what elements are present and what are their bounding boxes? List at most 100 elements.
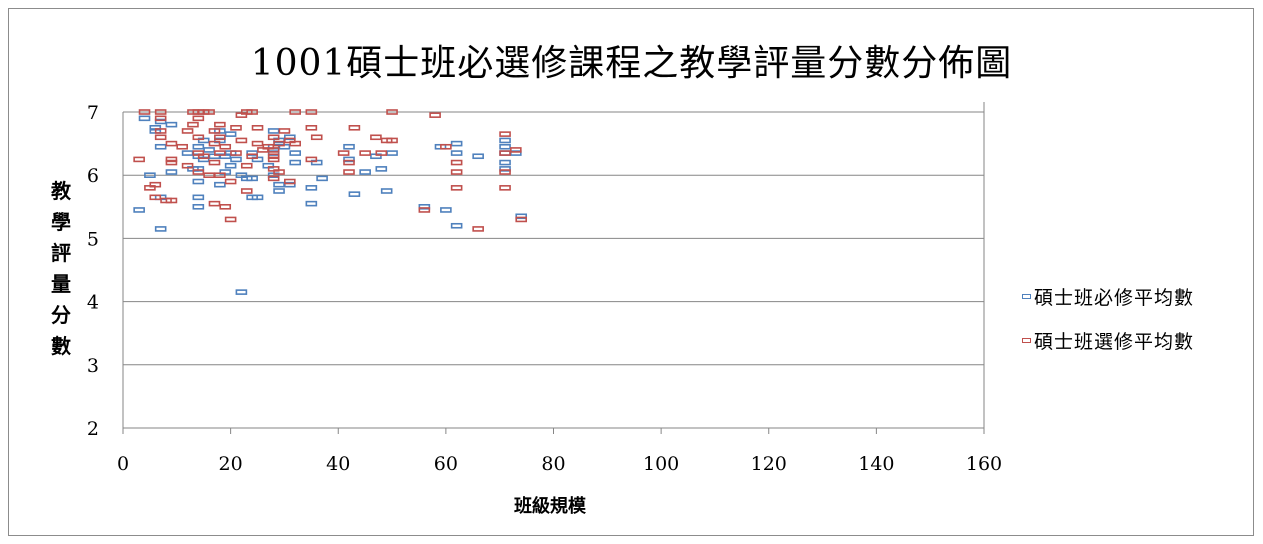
- series-1: [133, 109, 528, 232]
- data-point: [284, 181, 296, 188]
- data-point: [230, 156, 242, 163]
- data-point: [499, 143, 511, 150]
- data-point: [208, 128, 221, 134]
- data-point: [267, 153, 280, 160]
- data-point: [267, 147, 280, 153]
- data-point: [343, 143, 355, 150]
- data-point: [348, 191, 361, 197]
- x-tick-label: 20: [219, 453, 243, 475]
- data-point: [219, 143, 232, 150]
- data-point: [305, 125, 318, 131]
- data-point: [305, 200, 318, 207]
- data-point: [450, 140, 463, 147]
- chart-title: 1001碩士班必選修課程之教學評量分數分佈圖: [250, 43, 1013, 84]
- data-point: [165, 197, 178, 204]
- data-point: [343, 169, 355, 175]
- data-point: [224, 131, 237, 137]
- data-point: [181, 162, 194, 169]
- data-point: [305, 109, 318, 115]
- data-point: [348, 125, 361, 131]
- data-point: [499, 159, 511, 166]
- data-point: [144, 172, 156, 178]
- data-point: [429, 112, 441, 118]
- data-point: [214, 181, 226, 188]
- data-point: [289, 150, 302, 156]
- data-point: [472, 153, 484, 160]
- legend-swatch-elective: [1022, 337, 1031, 343]
- data-point: [165, 159, 178, 166]
- data-point: [224, 162, 237, 169]
- data-point: [267, 175, 280, 182]
- data-point: [154, 109, 167, 115]
- data-point: [499, 185, 511, 191]
- data-point: [375, 166, 388, 172]
- data-point: [203, 147, 215, 153]
- data-point: [165, 169, 178, 175]
- data-point: [192, 169, 205, 175]
- legend-item-required: 碩士班必修平均數: [1022, 284, 1194, 309]
- data-point: [472, 226, 484, 232]
- data-point: [246, 153, 258, 160]
- data-point: [267, 128, 280, 134]
- data-point: [499, 166, 511, 172]
- data-point: [386, 137, 398, 144]
- data-points: [133, 109, 528, 295]
- data-point: [273, 169, 285, 175]
- data-point: [267, 150, 280, 156]
- y-axis-label-char: 分: [51, 303, 71, 327]
- data-point: [305, 156, 318, 163]
- data-point: [203, 109, 215, 115]
- data-point: [246, 150, 258, 156]
- data-point: [246, 109, 258, 115]
- data-point: [133, 207, 145, 213]
- data-point: [343, 159, 355, 166]
- y-tick-label: 2: [87, 418, 99, 440]
- data-point: [380, 188, 393, 194]
- y-tick-label: 5: [87, 228, 99, 250]
- data-point: [273, 188, 285, 194]
- data-point: [197, 153, 210, 160]
- data-point: [499, 150, 511, 156]
- data-point: [154, 226, 167, 232]
- data-point: [224, 216, 237, 223]
- data-point: [284, 178, 296, 185]
- data-point: [450, 159, 463, 166]
- data-point: [235, 289, 248, 295]
- data-point: [154, 143, 167, 150]
- data-point: [359, 150, 371, 156]
- data-point: [273, 140, 285, 147]
- data-point: [192, 166, 205, 172]
- data-point: [450, 169, 463, 175]
- legend-swatch-required: [1022, 293, 1031, 299]
- data-point: [192, 134, 205, 141]
- data-point: [499, 131, 511, 137]
- y-axis-label-char: 量: [51, 272, 71, 296]
- chart-frame: [8, 8, 1254, 536]
- data-point: [289, 159, 302, 166]
- data-point: [359, 169, 371, 175]
- data-point: [176, 143, 188, 150]
- data-point: [192, 194, 205, 201]
- data-point: [192, 204, 205, 210]
- legend-item-elective: 碩士班選修平均數: [1022, 328, 1194, 353]
- data-point: [154, 115, 167, 122]
- data-point: [515, 213, 528, 220]
- grid-lines: [123, 111, 984, 366]
- data-point: [418, 207, 431, 213]
- x-tick-label: 100: [643, 453, 679, 475]
- x-axis-label: 班級規模: [514, 496, 586, 517]
- data-point: [138, 109, 151, 115]
- x-tick-label: 80: [541, 453, 565, 475]
- data-point: [192, 143, 205, 150]
- data-point: [450, 150, 463, 156]
- x-tick-label: 60: [434, 453, 458, 475]
- data-point: [214, 172, 226, 178]
- data-point: [208, 159, 221, 166]
- data-point: [165, 121, 178, 128]
- data-point: [499, 169, 511, 175]
- data-point: [181, 128, 194, 134]
- data-point: [133, 156, 145, 163]
- data-point: [499, 137, 511, 144]
- data-point: [337, 150, 350, 156]
